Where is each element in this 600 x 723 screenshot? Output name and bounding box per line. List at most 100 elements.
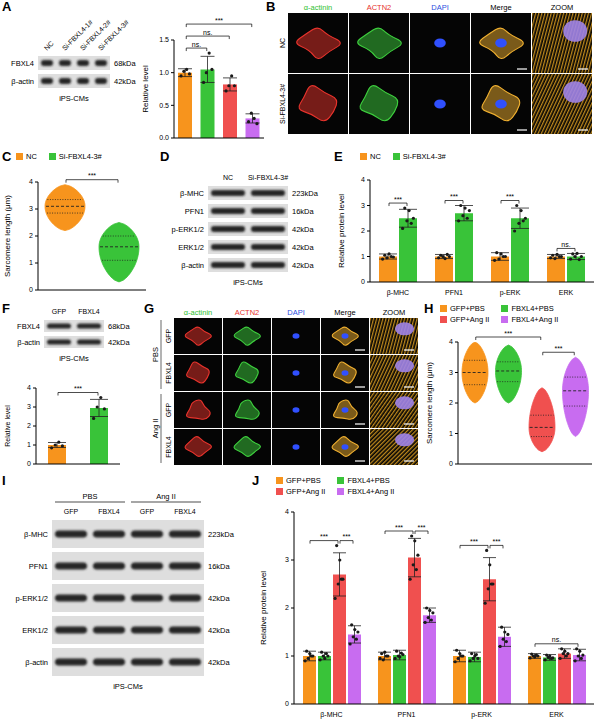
svg-text:***: *** [504,330,512,337]
svg-text:α-actinin: α-actinin [184,308,213,317]
svg-text:68kDa: 68kDa [114,59,137,68]
svg-text:GFP: GFP [52,308,67,315]
svg-text:Si-FBXL4-3#: Si-FBXL4-3# [248,174,288,181]
svg-text:3: 3 [27,403,31,410]
svg-text:Relative protein level: Relative protein level [337,194,346,268]
svg-text:3: 3 [285,556,289,563]
svg-text:Relative protein level: Relative protein level [259,571,268,645]
svg-text:4: 4 [285,508,289,515]
svg-text:p-ERK1/2: p-ERK1/2 [171,225,204,234]
svg-text:Ang II: Ang II [156,492,176,501]
svg-text:42kDa: 42kDa [114,77,137,86]
svg-text:FBXL4: FBXL4 [98,508,120,515]
svg-text:β-MHC: β-MHC [387,289,409,297]
svg-text:4: 4 [29,178,33,185]
svg-text:16kDa: 16kDa [292,207,315,216]
svg-text:α-actinin: α-actinin [304,3,333,12]
svg-text:NC: NC [43,40,55,52]
svg-text:β-actin: β-actin [181,261,204,270]
svg-text:FBXL4: FBXL4 [17,322,40,331]
svg-text:Merge: Merge [490,3,511,12]
svg-text:0: 0 [449,460,453,467]
svg-text:GFP: GFP [165,328,172,343]
svg-text:β-MHC: β-MHC [24,530,48,539]
svg-text:42kDa: 42kDa [208,594,231,603]
svg-text:β-MHC: β-MHC [180,189,204,198]
svg-text:***: *** [342,533,350,540]
svg-text:ACTN2: ACTN2 [235,308,260,317]
svg-text:***: *** [417,524,425,531]
svg-text:0: 0 [29,286,33,293]
svg-text:GFP: GFP [165,402,172,417]
svg-text:Relative level: Relative level [141,65,150,113]
svg-text:1: 1 [361,253,365,260]
svg-text:p-ERK: p-ERK [471,711,492,719]
svg-text:ERK1/2: ERK1/2 [22,626,48,635]
svg-text:Si-FBXL4-3#: Si-FBXL4-3# [279,84,286,124]
svg-text:2: 2 [29,232,33,239]
svg-text:ns.: ns. [552,636,561,643]
svg-text:p-ERK: p-ERK [500,289,521,297]
svg-text:FBXL4: FBXL4 [165,362,172,384]
svg-text:4: 4 [449,338,453,345]
svg-text:PBS: PBS [151,347,160,362]
svg-text:iPS-CMs: iPS-CMs [233,278,263,287]
svg-text:FBXL4: FBXL4 [11,59,34,68]
svg-text:42kDa: 42kDa [108,338,131,347]
svg-text:ACTN2: ACTN2 [367,3,392,12]
svg-text:1: 1 [27,441,31,448]
svg-text:GFP: GFP [64,508,79,515]
svg-text:ZOOM: ZOOM [383,308,406,317]
svg-text:iPS-CMs: iPS-CMs [59,94,89,103]
svg-text:iPS-CMs: iPS-CMs [59,354,89,363]
svg-text:β-actin: β-actin [11,77,34,86]
svg-text:DAPI: DAPI [287,308,305,317]
svg-text:223kDa: 223kDa [208,530,235,539]
svg-text:ERK: ERK [559,289,574,296]
svg-text:1: 1 [449,430,453,437]
svg-text:2: 2 [27,422,31,429]
svg-text:ns.: ns. [561,241,570,248]
svg-text:PFN1: PFN1 [185,207,204,216]
svg-text:2: 2 [285,604,289,611]
svg-text:4: 4 [361,176,365,183]
svg-text:NC: NC [279,38,286,48]
svg-text:Si-FBXL4-3#: Si-FBXL4-3# [97,18,130,51]
svg-text:42kDa: 42kDa [292,225,315,234]
svg-text:***: *** [88,172,96,179]
svg-text:***: *** [492,538,500,545]
svg-text:3: 3 [29,205,33,212]
svg-text:ERK: ERK [549,711,564,718]
svg-text:0: 0 [27,460,31,467]
svg-text:ns.: ns. [192,41,201,48]
svg-text:3: 3 [449,369,453,376]
svg-text:Sarcomere length (μm): Sarcomere length (μm) [3,195,12,277]
svg-text:PFN1: PFN1 [445,289,463,296]
svg-text:2: 2 [449,399,453,406]
svg-text:0.0: 0.0 [159,134,169,141]
svg-text:DAPI: DAPI [431,3,449,12]
svg-text:Ang II: Ang II [151,419,160,439]
svg-text:1.5: 1.5 [159,36,169,43]
svg-text:FBXL4: FBXL4 [78,308,100,315]
svg-text:Relative level: Relative level [4,405,11,447]
svg-text:PFN1: PFN1 [398,711,416,718]
svg-text:223kDa: 223kDa [292,189,319,198]
svg-text:42kDa: 42kDa [292,261,315,270]
svg-text:***: *** [320,533,328,540]
svg-text:***: *** [74,385,82,392]
svg-text:PFN1: PFN1 [29,562,48,571]
svg-text:***: *** [470,538,478,545]
svg-text:68kDa: 68kDa [108,322,131,331]
svg-text:16kDa: 16kDa [208,562,231,571]
svg-text:ERK1/2: ERK1/2 [178,243,204,252]
svg-text:***: *** [554,345,562,352]
svg-text:Sarcomere length (μm): Sarcomere length (μm) [425,362,434,444]
svg-text:β-actin: β-actin [17,338,40,347]
svg-text:42kDa: 42kDa [208,626,231,635]
svg-text:1: 1 [285,652,289,659]
svg-text:4: 4 [27,384,31,391]
svg-text:2: 2 [361,227,365,234]
svg-text:***: *** [395,524,403,531]
svg-text:β-actin: β-actin [25,658,48,667]
